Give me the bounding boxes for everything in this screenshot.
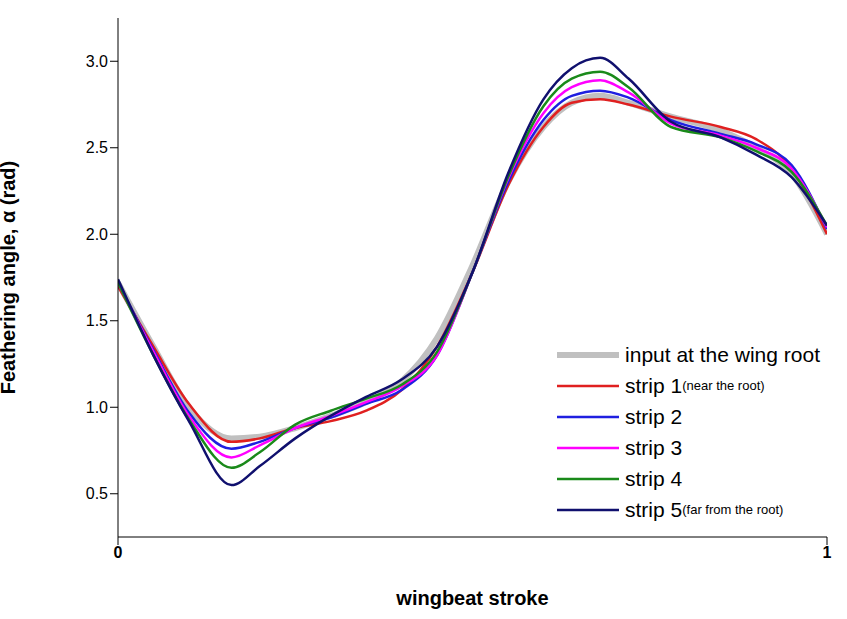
svg-text:1.0: 1.0 [86, 399, 108, 416]
svg-text:3.0: 3.0 [86, 53, 108, 70]
svg-text:1: 1 [823, 544, 832, 561]
html-text:strip 3: strip 3 [625, 435, 683, 459]
svg-text:2.0: 2.0 [86, 226, 108, 243]
svg-text:Feathering angle, α (rad): Feathering angle, α (rad) [8, 161, 19, 394]
svg-text:wingbeat stroke: wingbeat stroke [395, 587, 548, 609]
svg-text:0: 0 [114, 544, 123, 561]
html-text:input at the wing root: input at the wing root [625, 342, 820, 366]
html-text:strip 5(far from the root): strip 5(far from the root) [625, 497, 784, 521]
html-text:strip 2: strip 2 [625, 404, 683, 428]
svg-text:1.5: 1.5 [86, 312, 108, 329]
html-text:strip 1(near the root): strip 1(near the root) [625, 373, 765, 397]
svg-text:2.5: 2.5 [86, 139, 108, 156]
svg-text:0.5: 0.5 [86, 485, 108, 502]
html-text:strip 4: strip 4 [625, 466, 683, 490]
